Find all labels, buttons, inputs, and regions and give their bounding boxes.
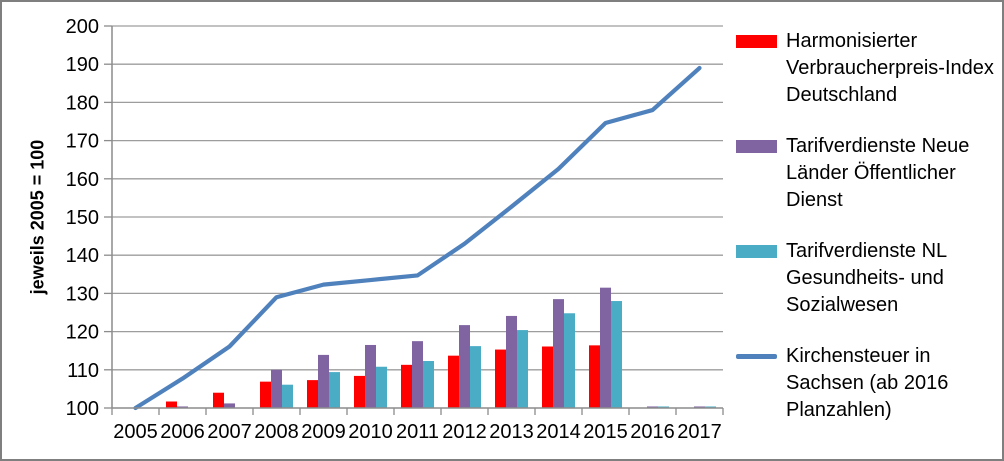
y-axis-tick-label: 140 [66,245,99,267]
x-axis-tick-label: 2005 [113,421,158,443]
x-axis-tick-label: 2008 [254,421,299,443]
bar-2013-series2 [506,315,517,408]
x-axis-tick-label: 2016 [630,421,675,443]
bar-2016-series3 [658,406,669,408]
legend-label: Tarifverdienste NL Gesundheits- und Sozi… [786,240,947,316]
legend-label: Kirchensteuer in Sachsen (ab 2016 Planza… [786,345,949,421]
legend: Harmonisierter Verbraucherpreis-Index De… [736,28,998,448]
x-axis-tick-label: 2012 [442,421,487,443]
x-axis-tick-label: 2011 [396,421,439,443]
bar-2012-series1 [448,355,459,408]
x-axis-tick-label: 2007 [207,421,252,443]
y-axis-tick-label: 100 [66,398,99,420]
bar-2012-series3 [470,346,481,408]
bar-2014-series1 [542,346,553,408]
bar-2015-series1 [589,345,600,408]
line-series [133,65,702,411]
bar-2011-series2 [412,341,423,408]
x-axis-tick-label: 2006 [160,421,205,443]
y-axis-tick-label: 200 [66,16,99,38]
bar-2012-series2 [459,325,470,408]
bar-2006-series2 [177,406,188,408]
bar-2009-series1 [307,380,318,408]
x-axis-tick-label: 2014 [536,421,581,443]
bar-2010-series2 [365,344,376,408]
bar-2013-series3 [517,330,528,408]
bar-2010-series3 [376,366,387,408]
x-axis-tick-label: 2015 [583,421,628,443]
bar-2015-series3 [611,301,622,408]
bar-2008-series3 [282,384,293,408]
y-axis-tick-label: 120 [66,322,99,344]
bar-2011-series3 [423,361,434,408]
bar-2014-series2 [553,299,564,408]
bar-2016-series2 [647,406,658,408]
bar-2009-series2 [318,354,329,408]
legend-swatch-bar-icon [736,245,777,258]
y-axis-tick-label: 170 [66,131,99,153]
legend-swatch-line-icon [736,354,777,359]
legend-swatch-bar-icon [736,140,777,153]
bar-2008-series2 [271,369,282,408]
bar-2008-series1 [260,381,271,408]
bar-2013-series1 [495,349,506,408]
legend-label: Tarifverdienste Neue Länder Öffentlicher… [786,135,970,211]
bar-2017-series2 [694,406,705,408]
x-axis-tick-label: 2017 [677,421,722,443]
bar-2011-series1 [401,364,412,408]
y-axis-tick-label: 150 [66,207,99,229]
bar-2014-series3 [564,313,575,408]
x-axis-tick-label: 2010 [348,421,393,443]
bar-2017-series3 [705,406,716,408]
legend-swatch-bar-icon [736,35,777,48]
y-axis-tick-label: 130 [66,283,99,305]
y-axis-tick-label: 190 [66,54,99,76]
y-axis-tick-label: 160 [66,169,99,191]
x-axis-tick-label: 2013 [489,421,534,443]
legend-item-cpi: Harmonisierter Verbraucherpreis-Index De… [736,28,998,109]
legend-item-tarif-oed: Tarifverdienste Neue Länder Öffentlicher… [736,133,998,214]
legend-label: Harmonisierter Verbraucherpreis-Index De… [786,30,994,106]
bar-2007-series2 [224,403,235,408]
x-axis-tick-label: 2009 [301,421,346,443]
y-axis-tick-label: 110 [67,360,99,382]
bar-2010-series1 [354,375,365,408]
bar-2007-series1 [213,392,224,408]
legend-item-tarif-gesundheit: Tarifverdienste NL Gesundheits- und Sozi… [736,238,998,319]
bar-2015-series2 [600,287,611,408]
legend-item-kirchensteuer: Kirchensteuer in Sachsen (ab 2016 Planza… [736,343,998,424]
bar-2009-series3 [329,372,340,408]
bar-2006-series1 [166,401,177,408]
y-axis-tick-label: 180 [66,92,99,114]
